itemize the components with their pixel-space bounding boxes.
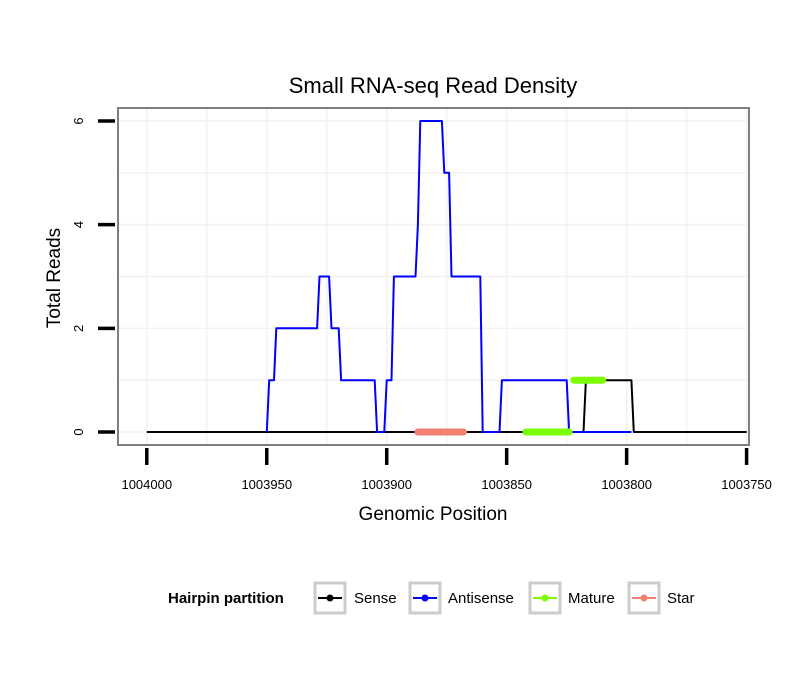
plot-panel-border <box>117 107 750 446</box>
legend-label-antisense: Antisense <box>448 590 514 607</box>
legend-dot-mature <box>541 594 549 602</box>
legend: Hairpin partition Sense Antisense Mature… <box>168 581 695 615</box>
x-axis-title: Genomic Position <box>359 504 508 525</box>
legend-item-star: Star <box>627 581 695 615</box>
legend-dot-star <box>640 594 648 602</box>
x-tick-label: 1003800 <box>601 477 652 492</box>
x-tick-label: 1003950 <box>241 477 292 492</box>
legend-label-mature: Mature <box>568 590 615 607</box>
y-tick-label: 4 <box>71 221 86 228</box>
y-tick-label: 2 <box>71 325 86 332</box>
legend-item-antisense: Antisense <box>408 581 514 615</box>
axes: 1004000 1003950 1003900 1003850 1003800 10037… <box>71 117 772 492</box>
y-tick-label: 6 <box>71 117 86 124</box>
series-line-antisense <box>265 120 632 433</box>
legend-item-sense: Sense <box>313 581 397 615</box>
legend-label-star: Star <box>667 590 695 607</box>
legend-item-mature: Mature <box>528 581 615 615</box>
data-marks <box>146 120 747 436</box>
x-tick-label: 1003900 <box>361 477 412 492</box>
y-tick-label: 0 <box>71 428 86 435</box>
legend-label-sense: Sense <box>354 590 397 607</box>
legend-title: Hairpin partition <box>168 590 284 607</box>
legend-dot-sense <box>326 594 334 602</box>
legend-dot-antisense <box>421 594 429 602</box>
y-axis-title: Total Reads <box>44 228 65 328</box>
x-tick-label: 1003850 <box>481 477 532 492</box>
gridlines <box>118 108 749 445</box>
x-tick-label: 1004000 <box>121 477 172 492</box>
x-tick-label: 1003750 <box>721 477 772 492</box>
chart-title: Small RNA-seq Read Density <box>289 73 578 98</box>
series-line-sense <box>146 379 747 433</box>
